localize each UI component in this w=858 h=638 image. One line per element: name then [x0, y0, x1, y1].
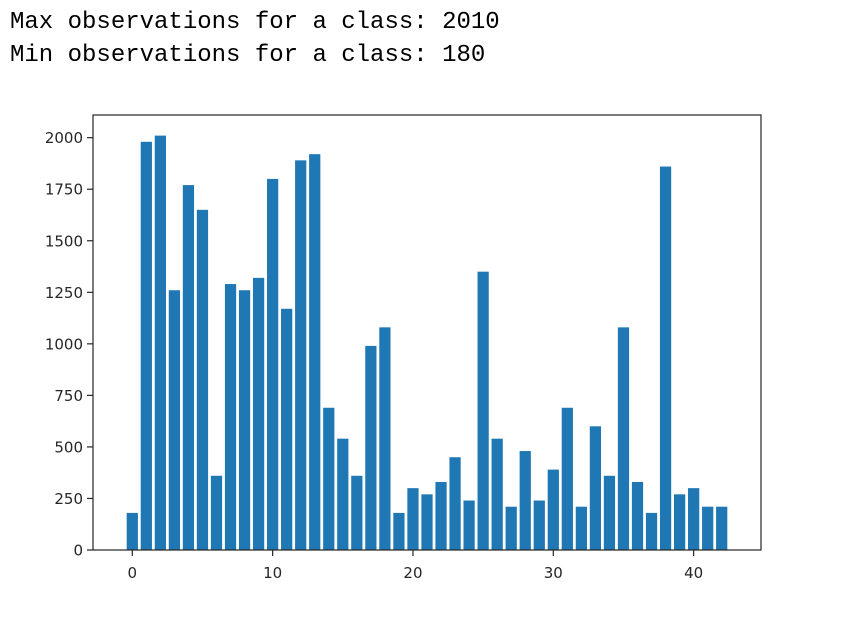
bar-class-24: [463, 500, 475, 550]
y-tick-label: 1000: [45, 335, 83, 353]
bar-class-42: [716, 506, 728, 550]
bar-class-34: [603, 475, 616, 550]
y-tick-label: 750: [54, 387, 83, 405]
bar-class-12: [295, 160, 307, 550]
y-axis: 0 250 500 750 1000 1250 1500 1750 2000: [45, 129, 93, 560]
bar-class-15: [337, 438, 349, 550]
bar-class-17: [365, 345, 377, 550]
bar-class-25: [477, 271, 489, 550]
plot-frame: [92, 114, 762, 551]
bar-class-0: [126, 512, 138, 550]
y-tick-label: 0: [73, 542, 83, 560]
bar-class-6: [210, 475, 223, 550]
bar-class-13: [309, 154, 321, 551]
bar-class-38: [659, 166, 672, 550]
bar-class-10: [267, 178, 279, 550]
bar-class-14: [323, 407, 335, 550]
bar-class-18: [379, 327, 391, 550]
y-tick-label: 1750: [45, 181, 83, 199]
max-observations-line: Max observations for a class: 2010: [10, 9, 500, 36]
stdout-output: Max observations for a class: 2010 Min o…: [10, 6, 500, 72]
bar-class-9: [252, 277, 265, 550]
bar-class-5: [196, 209, 209, 551]
y-tick-label: 1500: [45, 232, 83, 250]
bar-class-27: [505, 506, 517, 550]
bar-class-40: [688, 488, 700, 550]
bar-class-19: [393, 512, 405, 550]
bar-class-39: [673, 494, 686, 550]
bar-class-21: [421, 494, 433, 550]
bar-class-1: [140, 141, 152, 550]
bar-class-4: [182, 185, 195, 550]
bar-class-31: [561, 407, 573, 550]
bar-class-7: [224, 284, 237, 550]
y-tick-label: 2000: [45, 129, 83, 147]
x-tick-label: 20: [403, 564, 422, 582]
x-axis: 0 10 20 30 40: [128, 550, 703, 582]
bars-group: [126, 135, 728, 551]
min-observations-line: Min observations for a class: 180: [10, 42, 486, 69]
bar-class-29: [533, 500, 545, 550]
bar-class-36: [631, 481, 644, 550]
bar-class-33: [589, 426, 602, 550]
bar-class-30: [547, 469, 559, 550]
y-tick-label: 250: [54, 490, 83, 508]
bar-class-35: [617, 327, 630, 550]
bar-class-20: [407, 488, 419, 550]
bar-class-26: [491, 438, 503, 550]
y-tick-label: 1250: [45, 284, 83, 302]
x-tick-label: 0: [128, 564, 138, 582]
bar-class-28: [519, 451, 531, 550]
bar-class-2: [154, 135, 166, 550]
bar-class-32: [575, 506, 587, 550]
x-tick-label: 30: [544, 564, 563, 582]
x-tick-label: 10: [263, 564, 282, 582]
bar-class-11: [281, 308, 293, 550]
x-tick-label: 40: [684, 564, 703, 582]
y-tick-label: 500: [54, 438, 83, 456]
bar-class-23: [449, 457, 461, 550]
bar-class-8: [238, 290, 251, 550]
bar-class-22: [435, 481, 447, 550]
bar-class-3: [168, 290, 181, 550]
bar-class-37: [645, 512, 658, 550]
bar-class-16: [351, 475, 363, 550]
bar-class-41: [702, 506, 714, 550]
